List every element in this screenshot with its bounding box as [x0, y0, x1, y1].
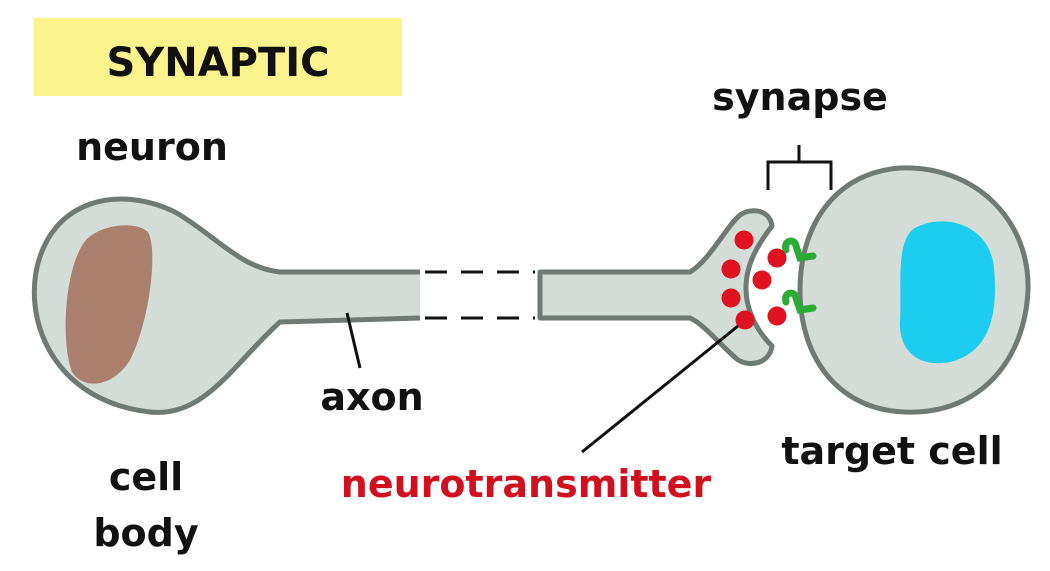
- label-cell-body-line2: body: [93, 511, 199, 555]
- synapse-bracket: [766, 145, 833, 190]
- neurotransmitter-molecules: [721, 230, 787, 330]
- axon-leader-line: [345, 312, 362, 369]
- title-box: SYNAPTIC: [34, 18, 402, 96]
- axon-terminal: [537, 208, 775, 366]
- label-neurotransmitter: neurotransmitter: [341, 462, 712, 506]
- neurotransmitter-molecule: [767, 306, 787, 326]
- neurotransmitter-leader-line: [581, 324, 739, 454]
- receptor-upper: [782, 237, 817, 262]
- receptors: [782, 237, 817, 314]
- label-target-cell: target cell: [781, 429, 1002, 473]
- neurotransmitter-molecule: [735, 310, 755, 330]
- label-synapse: synapse: [712, 75, 888, 119]
- target-nucleus: [899, 221, 995, 364]
- neurotransmitter-molecule: [734, 230, 754, 250]
- title-text: SYNAPTIC: [106, 40, 329, 86]
- receptor-lower: [782, 289, 817, 314]
- label-axon: axon: [320, 375, 423, 419]
- neurotransmitter-molecule: [752, 270, 772, 290]
- label-cell-body-line1: cell: [109, 455, 183, 499]
- neurotransmitter-molecule: [721, 259, 741, 279]
- neurotransmitter-molecule: [767, 248, 787, 268]
- neuron-nucleus: [65, 225, 153, 384]
- title-background: [34, 18, 402, 96]
- neurotransmitter-molecule: [721, 288, 741, 308]
- label-neuron: neuron: [76, 125, 228, 169]
- axon-break: [425, 270, 535, 320]
